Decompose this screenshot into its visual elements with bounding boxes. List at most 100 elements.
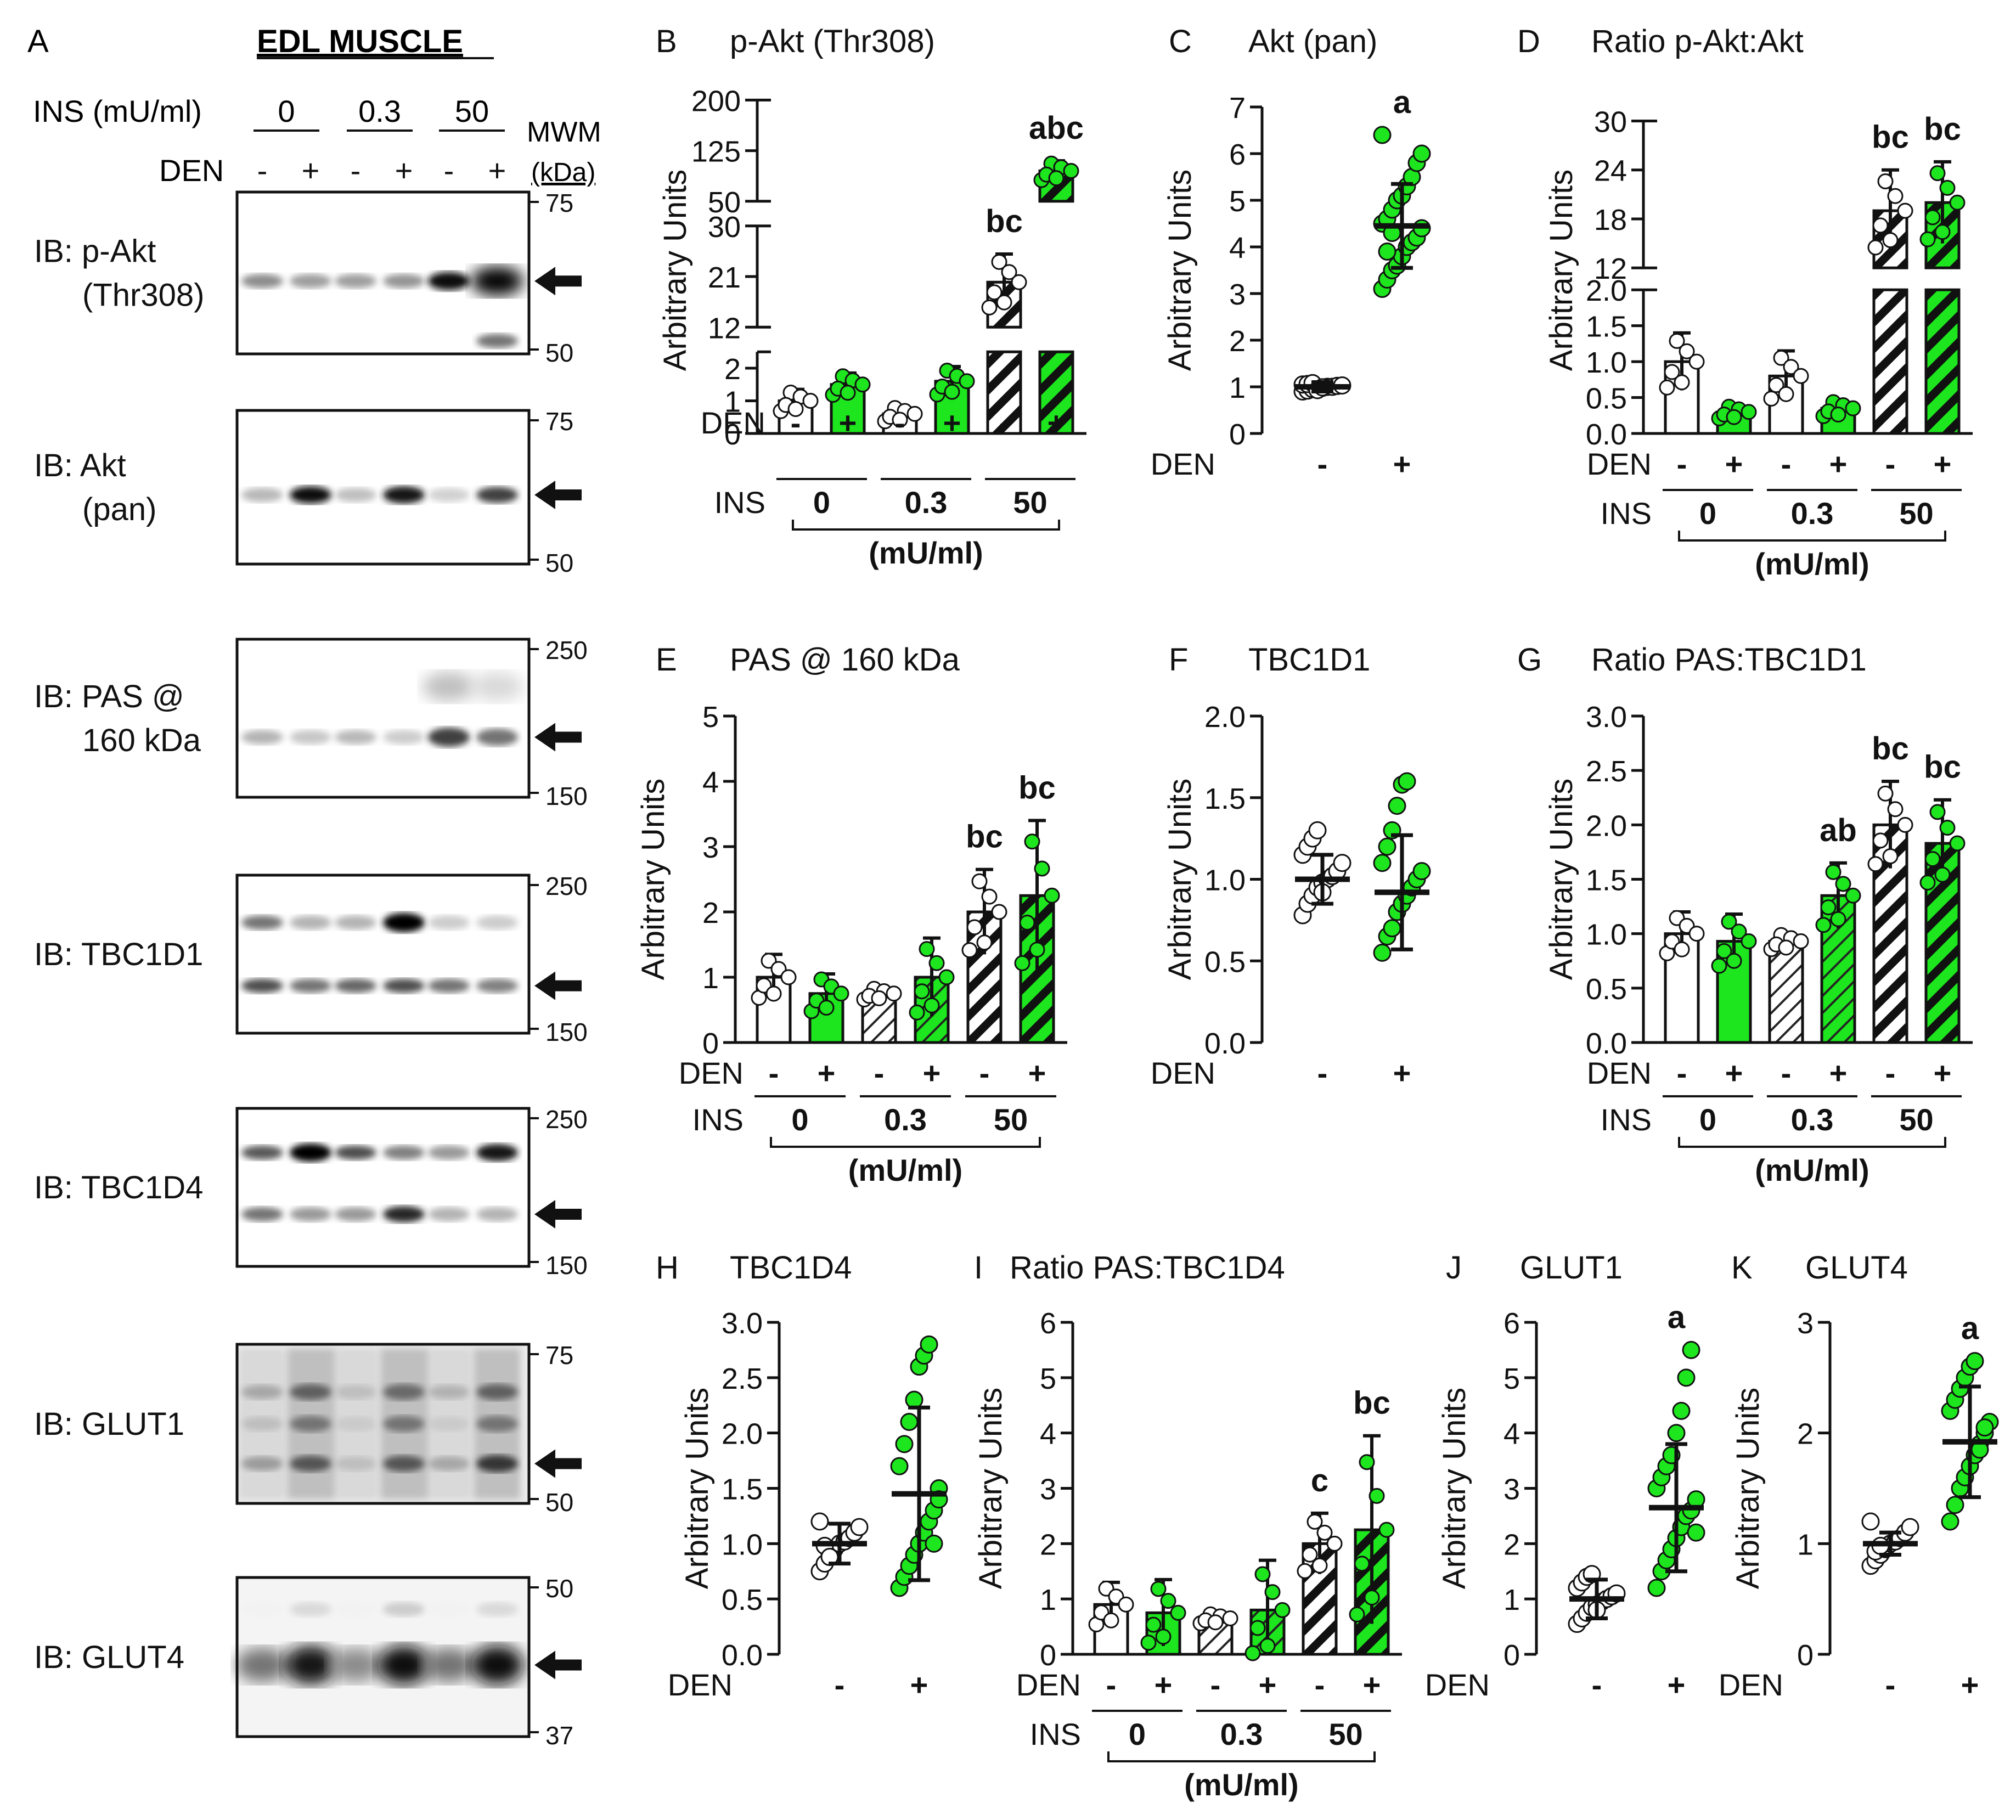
data-point xyxy=(1949,194,1966,211)
y-tick-label: 3.0 xyxy=(722,1307,763,1340)
blot-membrane xyxy=(237,875,529,1033)
band-lane-5 xyxy=(428,915,470,930)
data-point xyxy=(1867,856,1884,872)
y-tick-label: 4 xyxy=(1040,1418,1056,1451)
band-lane-3 xyxy=(335,915,376,930)
band-lane-6 xyxy=(476,487,518,503)
data-point xyxy=(1011,274,1027,290)
data-point xyxy=(1975,1418,1994,1437)
data-point xyxy=(1949,835,1966,852)
y-tick-label: 4 xyxy=(1503,1418,1520,1451)
band-lane-6 xyxy=(476,1207,518,1221)
ins-label: INS (mU/ml) xyxy=(33,94,202,128)
den-label: DEN xyxy=(1587,1056,1652,1090)
y-tick-label: 5 xyxy=(702,701,719,734)
significance-label: ab xyxy=(1820,813,1857,848)
data-point xyxy=(1264,1584,1281,1601)
den-label: DEN xyxy=(1425,1667,1490,1702)
den-sign: - xyxy=(1885,447,1896,481)
y-axis-label: Arbitrary Units xyxy=(1162,779,1198,980)
band-lane-4 xyxy=(383,486,425,504)
band-lane-5 xyxy=(423,672,475,701)
panel-letter: E xyxy=(656,642,677,678)
data-point xyxy=(923,997,940,1013)
blot-1: IB: p-Akt (Thr308) 75 50 xyxy=(34,189,582,367)
panel-letter: H xyxy=(656,1250,679,1286)
data-point xyxy=(1726,953,1742,969)
band-lane-2 xyxy=(290,730,331,745)
blot-membrane xyxy=(237,1108,529,1266)
panel-title: Ratio p-Akt:Akt xyxy=(1591,24,1804,59)
data-point xyxy=(1140,1635,1157,1651)
panel-title: p-Akt (Thr308) xyxy=(730,24,935,59)
band-lane-1 xyxy=(241,1207,283,1221)
marker-bottom: 50 xyxy=(545,339,573,367)
panel-title: TBC1D1 xyxy=(1248,642,1370,678)
data-point xyxy=(991,253,1007,270)
data-point xyxy=(996,294,1012,311)
data-point xyxy=(1034,860,1050,877)
y-tick-label: 18 xyxy=(1594,204,1627,236)
significance-label: bc xyxy=(1353,1385,1390,1421)
den-sign: + xyxy=(1725,1056,1743,1090)
den-sign-lane-6: + xyxy=(488,153,506,188)
ins-level-2: 50 xyxy=(455,94,489,128)
data-point xyxy=(854,376,871,393)
data-point xyxy=(1019,915,1035,931)
marker-bottom: 150 xyxy=(545,1251,588,1280)
panel-letter: G xyxy=(1517,642,1542,678)
y-tick-label: 2.0 xyxy=(722,1418,763,1451)
data-point xyxy=(1830,911,1846,927)
y-tick-label: 2 xyxy=(1503,1528,1520,1561)
y-tick-label: 1 xyxy=(724,386,741,419)
ins-label: INS xyxy=(1601,1102,1652,1137)
data-point xyxy=(1783,359,1799,375)
data-point xyxy=(1103,1612,1119,1629)
band-lane-1 xyxy=(241,1145,283,1160)
data-point xyxy=(1297,1563,1313,1579)
y-tick-label: 0.0 xyxy=(1586,1027,1627,1060)
panel-f: F TBC1D1 Arbitrary Units 0.0 0.5 1.0 1.5 2.0 DEN… xyxy=(1151,642,1431,1090)
y-axis-label: Arbitrary Units xyxy=(1162,170,1198,371)
data-point xyxy=(986,284,1003,301)
y-tick-label: 0 xyxy=(1503,1639,1520,1672)
data-point xyxy=(1897,816,1913,833)
data-point xyxy=(1688,353,1705,370)
data-point xyxy=(780,969,797,985)
ins-level-1: 0.3 xyxy=(358,94,401,128)
data-point xyxy=(1726,409,1742,425)
data-point xyxy=(1647,1579,1666,1597)
den-label: DEN xyxy=(668,1667,733,1702)
den-sign: + xyxy=(1363,1667,1381,1702)
blot-label: IB: TBC1D1 xyxy=(34,937,203,972)
blot-label: IB: GLUT4 xyxy=(34,1639,184,1675)
data-point xyxy=(1872,217,1889,234)
den-sign: - xyxy=(895,405,905,440)
data-point xyxy=(892,412,908,428)
den-sign: - xyxy=(1210,1667,1221,1702)
blot-label: IB: Akt xyxy=(34,448,126,483)
den-signs-row: - + - + - + xyxy=(257,153,506,188)
den-sign: - xyxy=(1592,1667,1602,1702)
y-tick-label: 2.5 xyxy=(1586,755,1627,788)
data-point xyxy=(1682,1340,1700,1359)
band-lane-2 xyxy=(290,978,331,993)
data-point xyxy=(976,934,993,951)
significance-label: bc xyxy=(1872,731,1909,767)
data-point xyxy=(1687,1523,1705,1542)
y-tick-label: 1.5 xyxy=(1586,311,1627,343)
data-point xyxy=(1259,1638,1276,1654)
panel-letter: B xyxy=(656,24,677,59)
data-point xyxy=(1901,1518,1919,1536)
lane-smear xyxy=(381,1349,427,1499)
data-point xyxy=(1716,943,1732,959)
unit-bracket xyxy=(792,520,1060,531)
data-point xyxy=(919,941,935,957)
data-point xyxy=(1274,1602,1291,1618)
band-lane-4 xyxy=(378,1646,430,1684)
marker-top: 75 xyxy=(545,407,573,436)
y-tick-label: 30 xyxy=(1594,105,1627,138)
y-tick-label: 0 xyxy=(724,418,741,451)
band-lane-4 xyxy=(383,912,425,932)
